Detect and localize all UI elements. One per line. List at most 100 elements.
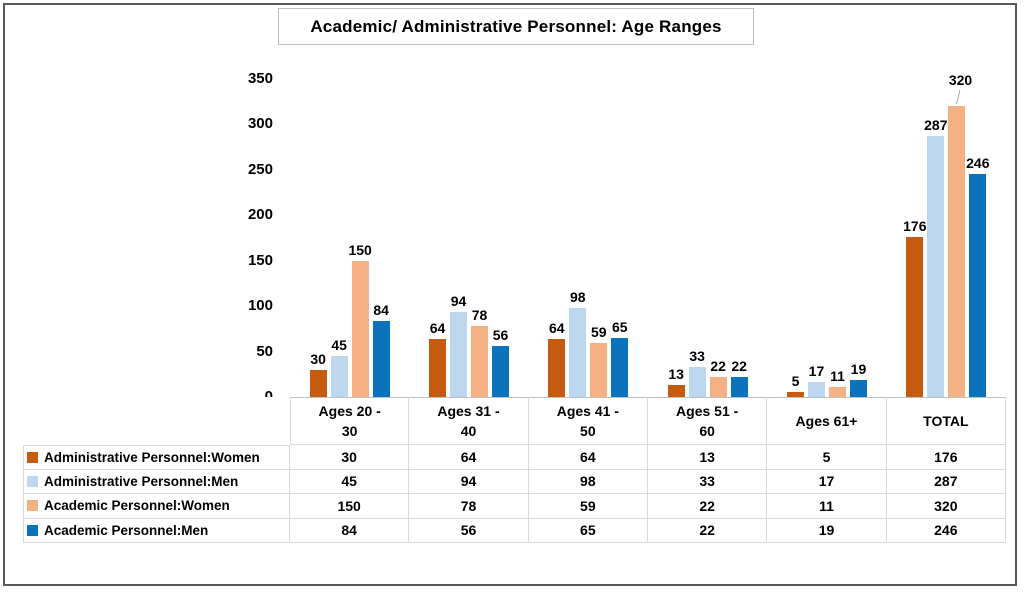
category-group-6: 176 287 320 246: [887, 72, 1006, 397]
table-value-cell: 5: [767, 445, 887, 470]
bar-data-label: 64: [549, 319, 565, 336]
legend-cell: Administrative Personnel:Women: [23, 445, 290, 470]
y-axis-tick-label: 50: [256, 342, 273, 360]
legend-color-swatch: [27, 500, 38, 512]
table-value-cell: 64: [409, 445, 529, 470]
table-value-cell: 13: [648, 445, 768, 470]
table-value-cell: 246: [886, 518, 1006, 543]
table-value-cell: 84: [290, 518, 410, 543]
y-axis-tick-label: 300: [247, 115, 273, 133]
bar: 13: [667, 366, 685, 397]
category-group-4: 13 33 22 22: [648, 79, 767, 397]
table-corner-spacer: [23, 397, 290, 445]
bar: 5: [786, 373, 804, 397]
table-value-cell: 94: [409, 469, 529, 494]
table-value-cell: 150: [290, 494, 410, 519]
legend-cell: Administrative Personnel:Men: [23, 469, 290, 494]
bar-group: 30 45 150 84: [309, 242, 390, 397]
bar-data-label: 150: [348, 241, 372, 258]
y-axis-tick-label: 350: [247, 70, 273, 87]
bar: 94: [449, 293, 467, 397]
table-value-cell: 22: [648, 494, 768, 519]
bar-data-label: 65: [612, 318, 628, 335]
legend-series-label: Academic Personnel:Men: [44, 522, 209, 538]
bar: 98: [569, 289, 587, 397]
bar-data-label: 11: [830, 368, 845, 385]
bar-group: 176 287 320 246: [903, 72, 989, 397]
table-value-cell: 22: [648, 518, 768, 543]
table-value-cell: 320: [886, 494, 1006, 519]
bar: 320: [948, 72, 972, 397]
legend-color-swatch: [27, 451, 38, 463]
bar-data-label: 19: [850, 360, 867, 377]
bar-data-label: 94: [450, 292, 467, 309]
bar: 45: [330, 337, 348, 397]
bar-data-label: 17: [808, 362, 825, 379]
table-value-cell: 64: [528, 445, 648, 470]
y-axis-tick-label: 250: [247, 160, 273, 178]
legend-series-label: Administrative Personnel:Men: [44, 473, 239, 489]
table-category-header: Ages 41 -50: [528, 397, 648, 445]
bar-data-label: 45: [331, 337, 347, 354]
table-value-cell: 98: [528, 469, 648, 494]
bar-data-label: 64: [429, 319, 446, 336]
bar-data-label: 84: [373, 301, 389, 318]
y-axis-tick-label: 100: [247, 297, 273, 315]
table-value-cell: 287: [886, 469, 1006, 494]
bar: 150: [348, 242, 372, 397]
table-value-cell: 56: [409, 518, 529, 543]
bar-data-label: 78: [471, 307, 488, 324]
table-value-cell: 33: [648, 469, 768, 494]
bar-group: 5 17 11 19: [786, 361, 867, 397]
bar: 19: [849, 361, 867, 397]
bar-data-label: 22: [731, 358, 747, 375]
bar: 17: [807, 363, 825, 397]
bar: 30: [309, 351, 327, 397]
bar-data-label: 320: [948, 72, 973, 89]
y-axis-tick-label: 150: [247, 251, 273, 269]
bar: 84: [372, 302, 390, 397]
bar-group: 13 33 22 22: [667, 348, 748, 397]
bar: 22: [709, 358, 727, 397]
bar: 65: [611, 319, 629, 397]
bar: 64: [428, 320, 446, 397]
table-value-cell: 45: [290, 469, 410, 494]
bar: 22: [730, 358, 748, 397]
legend-color-swatch: [27, 475, 38, 487]
bar: 59: [590, 324, 608, 397]
bar-data-label: 13: [668, 366, 684, 383]
bar-data-label: 5: [791, 373, 800, 390]
table-value-cell: 19: [767, 518, 887, 543]
bar: 78: [470, 307, 488, 397]
legend-series-label: Academic Personnel:Women: [44, 498, 230, 514]
legend-series-label: Administrative Personnel:Women: [44, 449, 260, 465]
y-axis-tick-label: 200: [247, 206, 273, 224]
bar-data-label: 246: [966, 154, 990, 171]
bar: 287: [924, 117, 947, 397]
legend-color-swatch: [27, 524, 38, 536]
table-value-cell: 17: [767, 469, 887, 494]
table-category-header: Ages 51 -60: [648, 397, 768, 445]
table-value-cell: 59: [528, 494, 648, 519]
bar: 64: [548, 320, 566, 397]
bar-data-label: 22: [710, 358, 726, 375]
category-group-3: 64 98 59 65: [529, 79, 648, 397]
legend-cell: Academic Personnel:Men: [23, 518, 290, 543]
bar-data-label: 30: [310, 350, 326, 367]
category-group-1: 30 45 150 84: [290, 79, 409, 397]
category-group-2: 64 94 78 56: [409, 79, 528, 397]
table-value-cell: 176: [886, 445, 1006, 470]
chart-title: Academic/ Administrative Personnel: Age …: [278, 8, 754, 45]
label-leader-line: [956, 90, 961, 105]
table-category-header: Ages 61+: [767, 397, 887, 445]
bar-data-label: 33: [689, 348, 705, 365]
bar-group: 64 94 78 56: [428, 293, 509, 397]
bar-data-label: 59: [591, 324, 607, 341]
table-category-header: Ages 31 -40: [409, 397, 529, 445]
bar: 176: [903, 218, 926, 397]
chart-object-frame: Academic/ Administrative Personnel: Age …: [3, 3, 1017, 586]
bar-group: 64 98 59 65: [548, 289, 629, 397]
plot-area: 30 45 150 84 64 94 78 56 64 98 59 65 13 33 22 22 5 17 11 19…: [290, 72, 1006, 397]
bar: 246: [966, 155, 989, 397]
table-value-cell: 78: [409, 494, 529, 519]
